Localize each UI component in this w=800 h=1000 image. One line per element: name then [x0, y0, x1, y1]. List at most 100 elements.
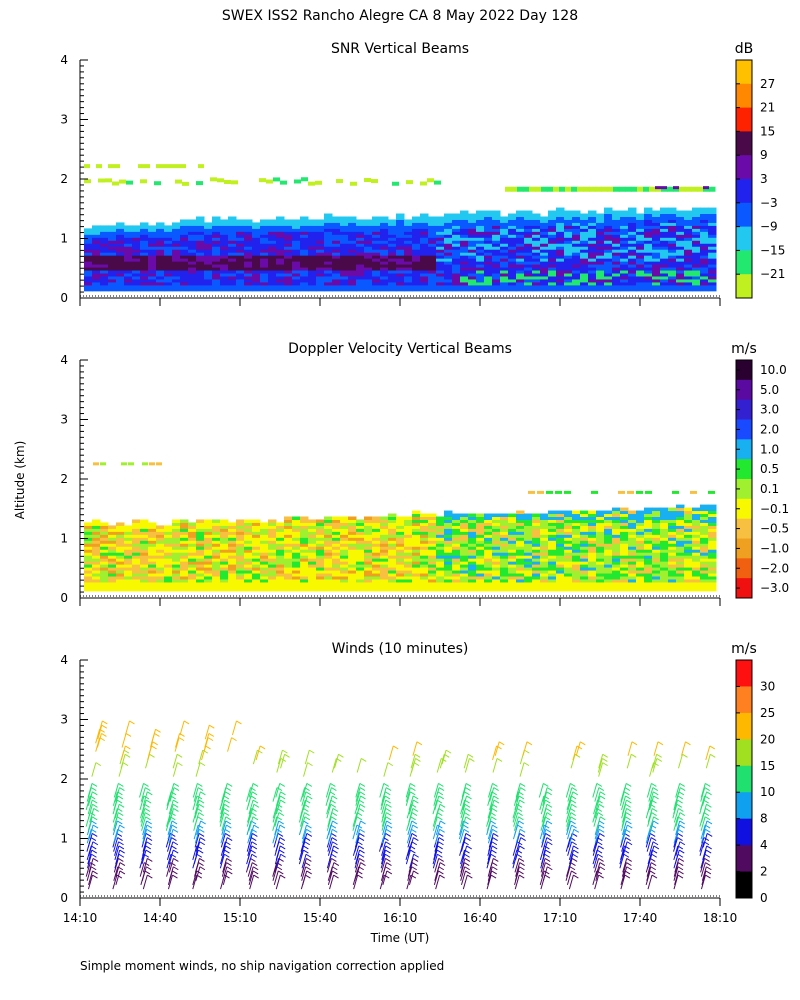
- wind-barb-flag: [122, 762, 129, 767]
- snr-cell: [124, 281, 133, 286]
- snr-upper-cell: [96, 164, 102, 169]
- snr-cell: [364, 287, 373, 292]
- snr-cell: [684, 281, 693, 286]
- snr-cell: [668, 284, 677, 289]
- doppler-cell: [236, 555, 245, 559]
- snr-cell: [612, 231, 621, 235]
- wind-barb-shaft: [193, 787, 199, 802]
- wind-barb-shaft: [275, 795, 281, 811]
- doppler-cell: [340, 540, 349, 544]
- snr-cell: [260, 252, 269, 256]
- doppler-cell: [548, 522, 557, 526]
- doppler-cell: [132, 555, 141, 559]
- snr-cell: [116, 234, 125, 238]
- doppler-cell: [188, 540, 197, 544]
- snr-cell: [644, 275, 653, 280]
- snr-cell: [668, 261, 677, 265]
- doppler-cell: [692, 513, 701, 518]
- doppler-cell: [268, 540, 277, 544]
- snr-cell: [332, 273, 341, 277]
- doppler-cell: [380, 564, 389, 568]
- doppler-cell: [268, 534, 277, 538]
- doppler-cell: [572, 581, 581, 586]
- snr-cell: [452, 225, 461, 229]
- snr-cell: [612, 243, 621, 247]
- snr-cell: [300, 240, 309, 244]
- doppler-cell: [596, 528, 605, 532]
- wind-barb-shaft: [354, 833, 360, 848]
- doppler-cell: [204, 549, 213, 553]
- snr-cell: [396, 281, 405, 286]
- wind-barb-flag: [171, 820, 178, 825]
- snr-cell: [676, 243, 685, 247]
- snr-cell: [428, 222, 437, 226]
- snr-cell: [84, 261, 93, 265]
- doppler-cell: [604, 534, 613, 538]
- doppler-cell: [412, 555, 421, 559]
- snr-cell: [412, 246, 421, 250]
- snr-cell: [356, 237, 365, 241]
- doppler-cell: [700, 516, 709, 520]
- doppler-cell: [524, 522, 533, 526]
- snr-cell: [620, 287, 629, 292]
- wind-barb-shaft: [275, 845, 281, 861]
- snr-cell: [548, 219, 557, 223]
- snr-cell: [468, 231, 477, 235]
- snr-cell: [492, 255, 501, 259]
- doppler-cell: [508, 528, 517, 532]
- snr-cell: [524, 270, 533, 274]
- doppler-cell: [372, 531, 381, 535]
- doppler-cell: [332, 584, 341, 589]
- doppler-cell: [644, 581, 653, 586]
- wind-barb-flag: [332, 820, 338, 825]
- doppler-cell: [588, 513, 597, 518]
- doppler-cell: [396, 584, 405, 589]
- doppler-cell: [612, 567, 621, 571]
- snr-cell: [364, 231, 373, 235]
- snr-cell: [236, 246, 245, 250]
- doppler-cell: [420, 555, 429, 559]
- snr-cell: [540, 281, 549, 286]
- doppler-cell: [124, 584, 133, 589]
- doppler-cell: [444, 510, 453, 515]
- snr-cell: [652, 261, 661, 265]
- doppler-cell: [252, 575, 261, 580]
- doppler-cell: [636, 525, 645, 529]
- doppler-cell: [380, 561, 389, 565]
- doppler-cell: [380, 555, 389, 559]
- wind-barb-shaft: [515, 862, 521, 877]
- doppler-cell: [508, 525, 517, 529]
- doppler-cell: [260, 531, 269, 535]
- wind-barb-shaft: [139, 783, 144, 798]
- snr-cell: [124, 273, 133, 277]
- snr-cell: [132, 243, 141, 247]
- doppler-cell: [212, 555, 221, 559]
- snr-cell: [84, 275, 93, 280]
- wind-barb-shaft: [165, 816, 171, 831]
- doppler-cell: [268, 552, 277, 556]
- snr-cell: [260, 278, 269, 283]
- wind-barb-flag: [438, 857, 444, 862]
- doppler-cell: [196, 549, 205, 553]
- wind-barb-flag: [145, 845, 152, 850]
- snr-cell: [364, 228, 373, 232]
- doppler-cell: [340, 525, 349, 529]
- snr-cell: [604, 222, 613, 226]
- wind-barb-flag: [250, 857, 256, 862]
- wind-barb-flag: [252, 816, 259, 821]
- snr-cell: [332, 240, 341, 244]
- doppler-cell: [612, 513, 621, 518]
- snr-cell: [236, 240, 245, 244]
- doppler-cell: [700, 584, 709, 589]
- snr-cell: [332, 231, 341, 235]
- wind-barb-flag: [359, 783, 366, 787]
- snr-cell: [252, 258, 261, 262]
- snr-cell: [436, 252, 445, 256]
- snr-upper-cell: [535, 186, 542, 192]
- doppler-cell: [572, 587, 581, 592]
- snr-cell: [572, 281, 581, 286]
- doppler-cell: [524, 575, 533, 580]
- snr-cell: [284, 243, 293, 247]
- doppler-cell: [420, 587, 429, 592]
- snr-upper-cell: [231, 180, 238, 185]
